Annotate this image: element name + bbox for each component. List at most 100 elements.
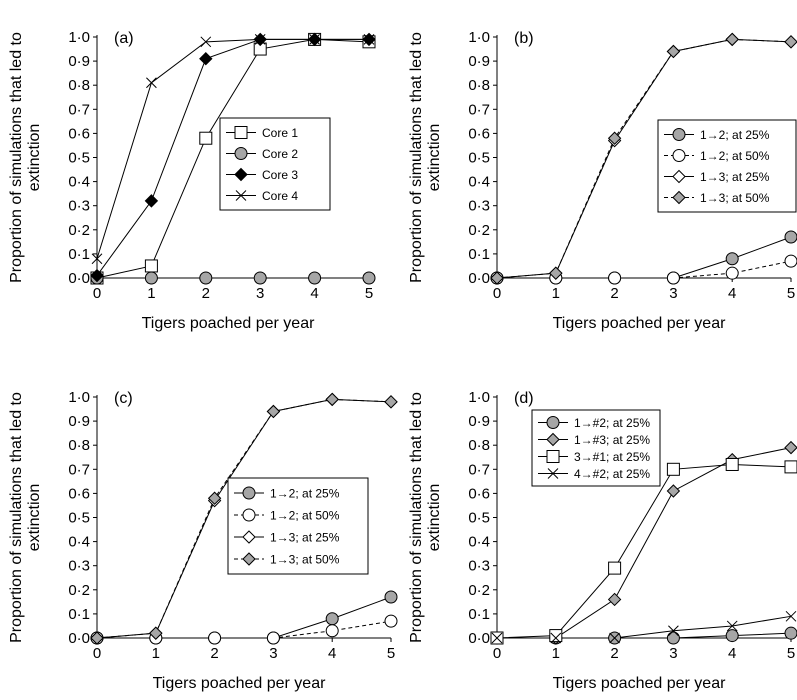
x-tick-label: 5 xyxy=(387,645,395,662)
y-tick-label: 0·5 xyxy=(68,510,90,527)
panel-label: (b) xyxy=(514,30,534,47)
series-line xyxy=(496,463,792,639)
data-point xyxy=(266,631,280,645)
legend-label: 1→2; at 50% xyxy=(270,509,340,523)
x-tick-label: 5 xyxy=(787,645,795,662)
y-tick-label: 1·0 xyxy=(68,29,90,46)
data-point xyxy=(325,612,339,626)
data-point xyxy=(725,457,739,471)
legend: 1→2; at 25% 1→2; at 50% 1→3; at 25% 1→3; at… xyxy=(657,119,797,213)
y-tick-label: 1·0 xyxy=(468,389,490,406)
y-tick-label: 0·3 xyxy=(68,198,90,215)
data-point xyxy=(384,614,398,628)
x-tick-label: 3 xyxy=(669,285,677,302)
y-tick-label: 1·0 xyxy=(68,389,90,406)
data-point xyxy=(784,460,797,474)
data-point xyxy=(725,629,739,643)
legend-label: Core 1 xyxy=(262,126,298,140)
data-point xyxy=(784,230,797,244)
series-line xyxy=(97,596,392,639)
legend-swatch-marker xyxy=(672,190,686,205)
legend-label: 1→3; at 50% xyxy=(270,553,340,567)
y-tick-label: 0·8 xyxy=(468,77,490,94)
data-point xyxy=(607,592,622,607)
x-tick-label: 1 xyxy=(147,285,155,302)
data-point xyxy=(784,626,797,640)
y-tick-label: 0·9 xyxy=(468,53,490,70)
x-tick-label: 4 xyxy=(310,285,318,302)
x-tick-label: 0 xyxy=(93,645,101,662)
legend-swatch-marker xyxy=(546,432,560,447)
y-tick-label: 0·2 xyxy=(68,222,90,239)
data-point xyxy=(253,271,267,285)
data-point xyxy=(726,620,738,632)
series-line xyxy=(497,236,792,279)
y-tick-label: 0·5 xyxy=(468,150,490,167)
y-tick-label: 0·9 xyxy=(68,413,90,430)
data-point xyxy=(550,632,562,644)
series-line xyxy=(497,615,792,639)
y-tick-label: 0·0 xyxy=(468,630,490,647)
data-point xyxy=(362,271,376,285)
data-point xyxy=(207,491,222,505)
x-tick-label: 1 xyxy=(152,645,160,662)
legend: Core 1 Core 2 Core 3 Core 4 xyxy=(219,117,331,211)
data-point xyxy=(254,34,266,45)
data-point xyxy=(549,266,563,280)
data-point xyxy=(784,254,797,268)
legend-swatch-marker xyxy=(235,190,247,201)
y-tick-label: 0·6 xyxy=(468,485,490,502)
panel-label: (c) xyxy=(114,390,133,407)
legend-swatch-marker xyxy=(234,167,248,182)
series-line xyxy=(96,38,369,259)
x-tick-label: 2 xyxy=(210,645,218,662)
y-tick-label: 0·6 xyxy=(68,485,90,502)
data-point xyxy=(725,266,739,280)
data-point xyxy=(199,131,213,145)
panel-d: 0·0 0·1 0·2 0·3 0·4 0·5 0·6 0·7 0·8 0·9 1·0 0 1 2 3 4 5 T… xyxy=(408,389,797,692)
legend-swatch-marker xyxy=(672,149,686,162)
x-tick-label: 2 xyxy=(610,285,618,302)
y-tick-label: 0·3 xyxy=(468,198,490,215)
y-tick-label: 0·7 xyxy=(68,461,90,478)
series-line xyxy=(96,398,392,639)
legend-swatch-marker xyxy=(546,450,560,463)
y-tick-label: 0·0 xyxy=(68,630,90,647)
data-point xyxy=(608,271,622,285)
y-tick-label: 0·4 xyxy=(468,174,490,191)
y-axis-label: Proportion of simulations that led toext… xyxy=(408,392,443,643)
x-tick-label: 4 xyxy=(728,285,736,302)
data-point xyxy=(144,259,158,273)
x-axis-label: Tigers poached per year xyxy=(142,315,316,332)
legend-label: Core 2 xyxy=(262,147,298,161)
y-tick-label: 0·3 xyxy=(468,558,490,575)
y-tick-label: 0·6 xyxy=(468,125,490,142)
legend: 1→#2; at 25% 1→#3; at 25% 3→#1; at 25% 4→#2… xyxy=(531,409,661,487)
y-tick-label: 0·3 xyxy=(68,558,90,575)
panel-b: 0·0 0·1 0·2 0·3 0·4 0·5 0·6 0·7 0·8 0·9 1·0 0 1 2 3 4 5 T… xyxy=(408,29,797,332)
data-point xyxy=(91,253,103,265)
legend-label: Core 4 xyxy=(262,189,298,203)
x-tick-label: 2 xyxy=(202,285,210,302)
data-point xyxy=(384,590,398,604)
y-tick-label: 0·0 xyxy=(468,270,490,287)
x-tick-label: 0 xyxy=(93,285,101,302)
y-tick-label: 0·2 xyxy=(468,582,490,599)
x-tick-label: 0 xyxy=(493,645,501,662)
data-point xyxy=(144,194,159,208)
data-point xyxy=(725,252,739,266)
data-point xyxy=(149,626,163,640)
y-axis-label-line-2: extinction xyxy=(26,124,43,192)
x-tick-label: 1 xyxy=(552,645,560,662)
x-tick-label: 3 xyxy=(256,285,264,302)
legend-label: 1→2; at 50% xyxy=(700,149,770,163)
data-point xyxy=(725,32,739,47)
x-tick-label: 0 xyxy=(493,285,501,302)
data-point xyxy=(384,395,398,409)
data-point xyxy=(90,631,104,645)
legend-swatch-marker xyxy=(242,508,256,522)
y-tick-label: 0·5 xyxy=(68,150,90,167)
x-axis-label: Tigers poached per year xyxy=(553,675,727,692)
x-tick-label: 4 xyxy=(328,645,336,662)
